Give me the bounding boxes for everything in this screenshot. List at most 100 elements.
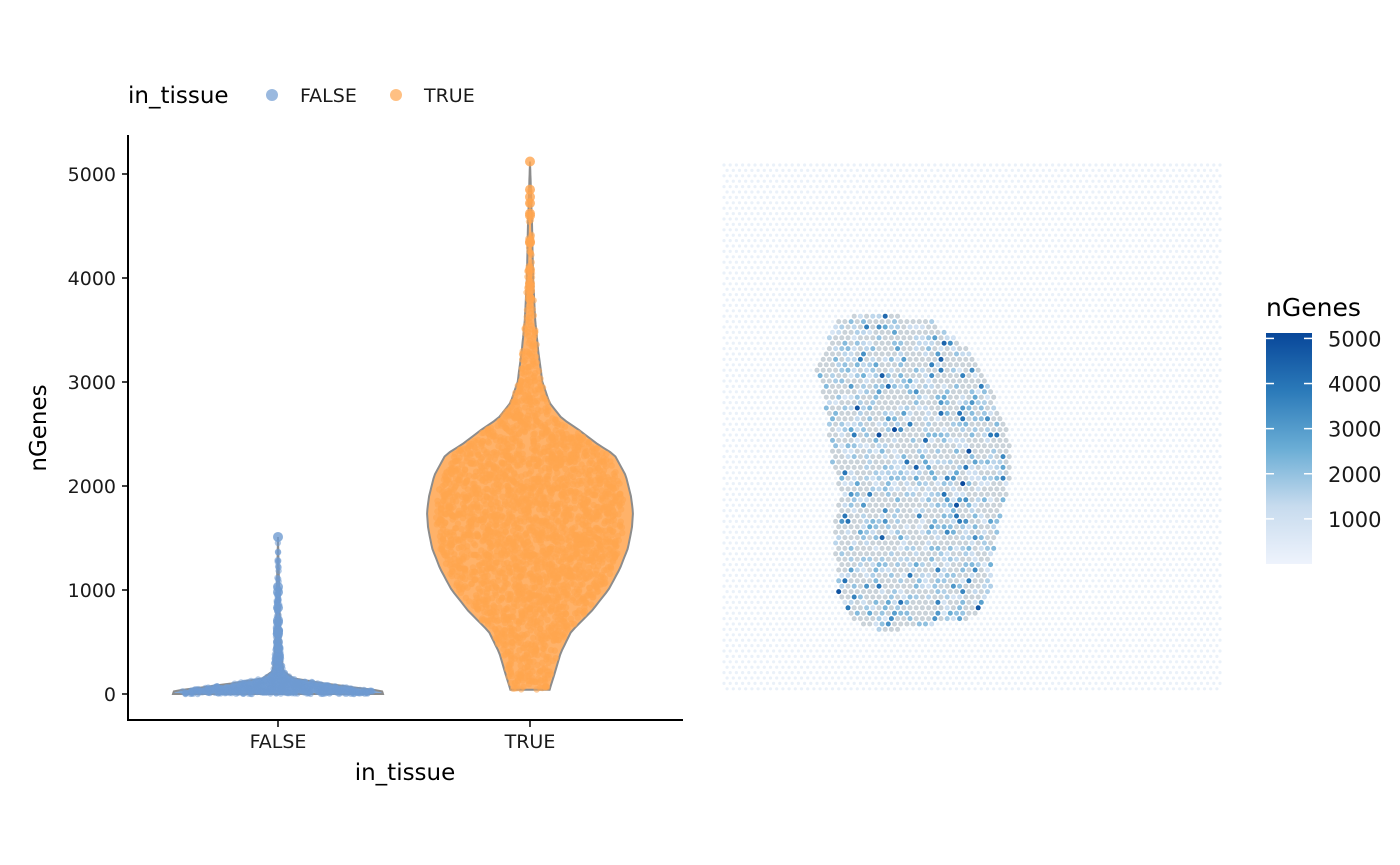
background-spot xyxy=(1106,185,1110,189)
background-spot xyxy=(1153,201,1157,205)
background-spot xyxy=(1029,201,1033,205)
background-spot xyxy=(1007,260,1011,264)
data-point xyxy=(567,472,574,479)
background-spot xyxy=(750,266,754,270)
background-spot xyxy=(1047,222,1052,226)
background-spot xyxy=(830,168,835,172)
background-spot xyxy=(914,271,918,275)
background-spot xyxy=(1016,222,1021,226)
data-point xyxy=(453,491,460,498)
background-spot xyxy=(1181,163,1185,167)
background-spot xyxy=(1013,271,1018,275)
background-spot xyxy=(1069,163,1073,167)
background-spot xyxy=(821,206,825,210)
background-spot xyxy=(1193,206,1197,210)
background-spot xyxy=(948,244,952,248)
background-spot xyxy=(1128,201,1132,205)
data-point xyxy=(279,670,286,678)
background-spot xyxy=(1140,190,1145,194)
background-spot xyxy=(1178,233,1182,237)
background-spot xyxy=(1023,190,1027,194)
background-spot xyxy=(1032,260,1036,264)
data-point xyxy=(539,659,546,666)
background-spot xyxy=(961,190,965,194)
background-spot xyxy=(889,174,894,178)
background-spot xyxy=(799,190,804,194)
data-point xyxy=(603,450,610,458)
background-spot xyxy=(1131,228,1135,232)
background-spot xyxy=(942,233,946,237)
violin-legend-title: in_tissue xyxy=(128,83,229,109)
background-spot xyxy=(781,179,785,183)
background-spot xyxy=(1054,168,1058,172)
background-spot xyxy=(722,217,726,221)
background-spot xyxy=(756,222,760,226)
data-point xyxy=(528,590,536,597)
background-spot xyxy=(1060,168,1064,172)
background-spot xyxy=(1153,266,1157,270)
background-spot xyxy=(768,233,773,237)
data-point xyxy=(493,584,500,591)
background-spot xyxy=(762,179,766,183)
background-spot xyxy=(1175,174,1179,178)
background-spot xyxy=(868,212,872,216)
background-spot xyxy=(995,217,999,221)
background-spot xyxy=(908,271,912,275)
background-spot xyxy=(967,179,971,183)
background-spot xyxy=(750,201,754,205)
background-spot xyxy=(753,217,757,221)
background-spot xyxy=(1060,179,1064,183)
background-spot xyxy=(1047,244,1052,248)
data-point xyxy=(349,687,356,694)
background-spot xyxy=(837,244,841,248)
background-spot xyxy=(731,266,735,270)
data-point xyxy=(552,636,560,643)
background-spot xyxy=(1212,163,1216,167)
background-spot xyxy=(1140,233,1145,237)
background-spot xyxy=(1054,255,1058,259)
background-spot xyxy=(948,168,952,172)
background-spot xyxy=(861,212,866,216)
background-spot xyxy=(1150,249,1154,253)
data-point xyxy=(551,624,559,631)
background-spot xyxy=(1187,195,1191,199)
background-spot xyxy=(728,163,732,167)
background-spot xyxy=(1159,201,1163,205)
data-point xyxy=(581,539,589,546)
data-point xyxy=(567,615,575,622)
background-spot xyxy=(954,190,959,194)
background-spot xyxy=(1122,266,1126,270)
background-spot xyxy=(1066,179,1070,183)
background-spot xyxy=(803,239,807,243)
data-point xyxy=(504,548,512,555)
background-spot xyxy=(1119,228,1123,232)
background-spot xyxy=(1044,217,1048,221)
background-spot xyxy=(1001,249,1005,253)
background-spot xyxy=(1193,260,1197,264)
background-spot xyxy=(1072,244,1076,248)
data-point xyxy=(575,586,583,594)
background-spot xyxy=(843,244,847,248)
background-spot xyxy=(951,185,956,189)
background-spot xyxy=(765,249,770,253)
background-spot xyxy=(784,249,788,253)
background-spot xyxy=(837,233,841,237)
data-point xyxy=(586,460,593,467)
data-point xyxy=(530,634,537,642)
background-spot xyxy=(846,260,850,264)
background-spot xyxy=(812,168,816,172)
background-spot xyxy=(1168,195,1172,199)
background-spot xyxy=(772,174,776,178)
background-spot xyxy=(759,228,763,232)
background-spot xyxy=(846,249,850,253)
background-spot xyxy=(1085,266,1089,270)
background-spot xyxy=(1082,260,1086,264)
data-point xyxy=(526,396,533,403)
background-spot xyxy=(1119,260,1123,264)
background-spot xyxy=(1147,212,1151,216)
background-spot xyxy=(1190,244,1194,248)
data-point xyxy=(567,541,574,549)
data-point xyxy=(447,485,455,493)
data-point xyxy=(467,503,475,511)
background-spot xyxy=(951,228,956,232)
